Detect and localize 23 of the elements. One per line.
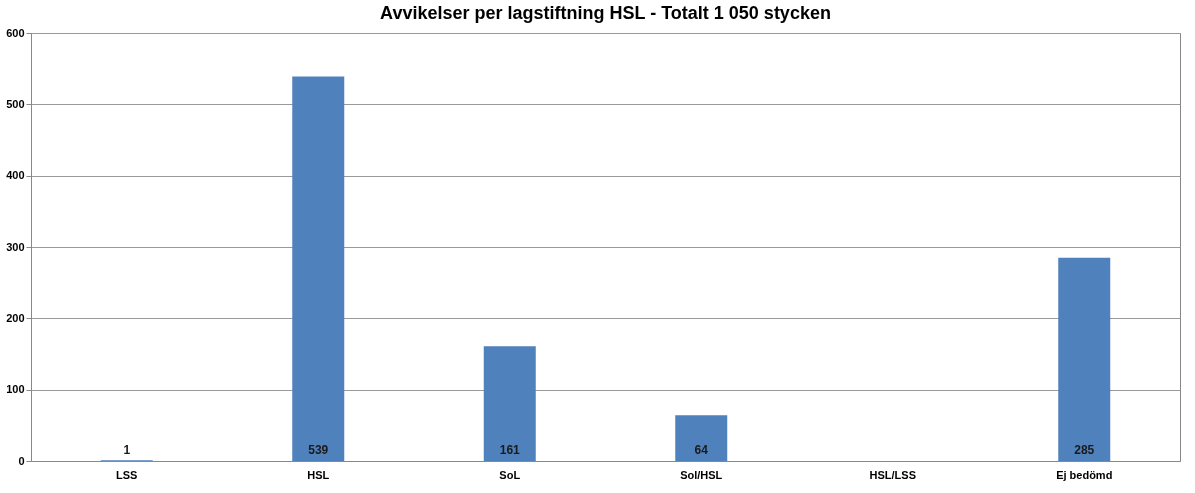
x-tick-label: Sol/HSL	[680, 468, 723, 481]
y-tick-label: 300	[6, 240, 25, 253]
y-tick-label: 0	[18, 454, 25, 467]
data-label: 161	[499, 443, 521, 457]
bar	[675, 415, 728, 461]
y-tick-label: 400	[6, 169, 25, 182]
bar	[1058, 257, 1111, 461]
data-label: 1	[123, 443, 131, 457]
x-tick-label: HSL	[307, 468, 330, 481]
y-tick-label: 200	[6, 311, 25, 324]
x-tick-label: HSL/LSS	[869, 468, 916, 481]
y-tick-label: 100	[6, 383, 25, 396]
bar	[292, 76, 345, 461]
x-tick-label: SoL	[499, 468, 521, 481]
y-tick-label: 600	[6, 26, 25, 39]
bar	[483, 346, 536, 461]
data-label: 64	[694, 443, 709, 457]
data-label: 285	[1074, 443, 1095, 457]
x-tick-label: Ej bedömd	[1056, 468, 1113, 481]
data-label: 539	[308, 443, 329, 457]
y-tick-label: 500	[6, 97, 25, 110]
chart-title: Avvikelser per lagstiftning HSL - Totalt 1 050 stycken	[380, 3, 831, 23]
x-tick-label: LSS	[116, 468, 138, 481]
